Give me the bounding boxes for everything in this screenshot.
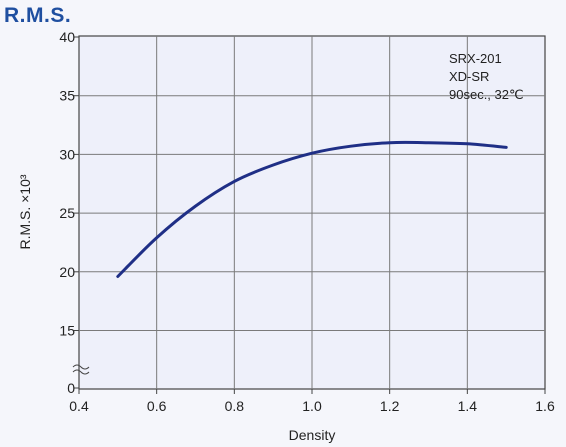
y-tick-label: 0: [67, 380, 75, 396]
x-tick-label: 1.6: [535, 398, 555, 414]
x-axis-label: Density: [289, 427, 336, 443]
y-tick-label: 20: [59, 264, 75, 280]
annotation-line: 90sec., 32℃: [449, 87, 524, 102]
y-tick-label: 40: [59, 29, 75, 45]
y-tick-label: 35: [59, 88, 75, 104]
grid: [79, 36, 545, 389]
x-tick-label: 0.4: [69, 398, 89, 414]
annotation: SRX-201 XD-SR 90sec., 32℃: [449, 51, 524, 102]
annotation-line: XD-SR: [449, 69, 489, 84]
chart-title: R.M.S.: [4, 4, 72, 27]
x-tick-label: 1.4: [458, 398, 478, 414]
annotation-line: SRX-201: [449, 51, 502, 66]
x-tick-label: 0.8: [225, 398, 245, 414]
axis-break-icon: [72, 364, 90, 375]
ticks: 0.4 0.6 0.8 1.0 1.2 1.4 1.6 0 15 20 25 30 35 40: [59, 29, 555, 414]
y-tick-label: 30: [59, 146, 75, 162]
series-line: [116, 140, 508, 278]
y-axis-label: R.M.S. ×10³: [17, 174, 33, 249]
series: [116, 140, 508, 278]
x-tick-label: 1.2: [380, 398, 400, 414]
y-tick-label: 15: [59, 323, 75, 339]
x-tick-label: 1.0: [302, 398, 322, 414]
x-tick-label: 0.6: [147, 398, 167, 414]
y-tick-label: 25: [59, 205, 75, 221]
